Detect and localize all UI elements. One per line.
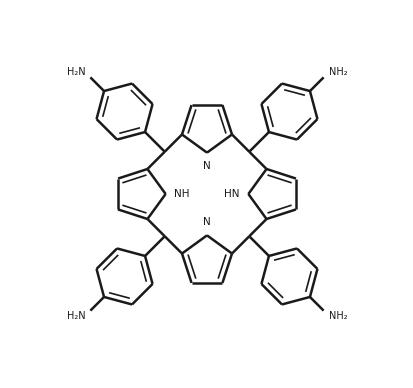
- Text: NH₂: NH₂: [328, 310, 347, 320]
- Text: N: N: [203, 161, 210, 171]
- Text: N: N: [203, 217, 210, 227]
- Text: H₂N: H₂N: [66, 310, 85, 320]
- Text: H₂N: H₂N: [66, 68, 85, 78]
- Text: NH₂: NH₂: [328, 68, 347, 78]
- Text: NH: NH: [174, 189, 189, 199]
- Text: HN: HN: [224, 189, 239, 199]
